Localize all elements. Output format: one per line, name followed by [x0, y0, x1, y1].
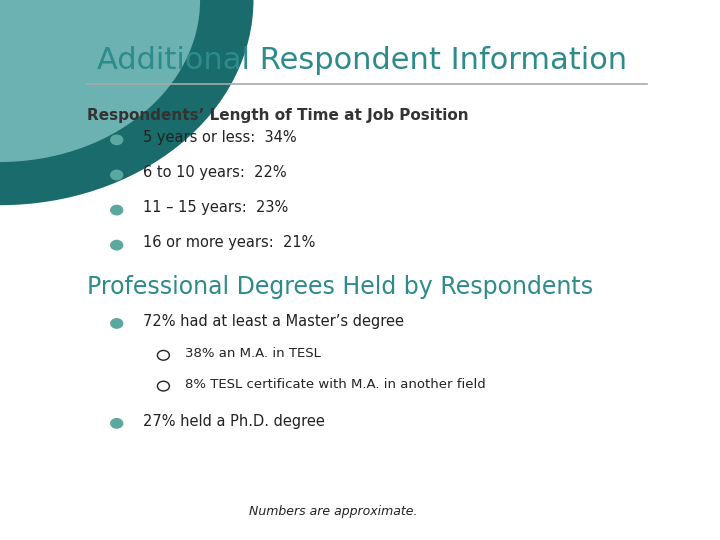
Circle shape: [110, 205, 123, 215]
Circle shape: [158, 350, 169, 360]
Text: 6 to 10 years:  22%: 6 to 10 years: 22%: [143, 165, 287, 180]
Text: Respondents’ Length of Time at Job Position: Respondents’ Length of Time at Job Posit…: [86, 108, 468, 123]
Text: 11 – 15 years:  23%: 11 – 15 years: 23%: [143, 200, 289, 215]
Text: Numbers are approximate.: Numbers are approximate.: [249, 505, 418, 518]
Circle shape: [110, 240, 123, 251]
Text: 8% TESL certificate with M.A. in another field: 8% TESL certificate with M.A. in another…: [186, 378, 486, 391]
Text: 16 or more years:  21%: 16 or more years: 21%: [143, 235, 316, 251]
Text: Additional Respondent Information: Additional Respondent Information: [96, 46, 627, 75]
Circle shape: [110, 418, 123, 429]
Circle shape: [110, 170, 123, 180]
Circle shape: [110, 318, 123, 329]
Circle shape: [110, 134, 123, 145]
Text: 27% held a Ph.D. degree: 27% held a Ph.D. degree: [143, 414, 325, 429]
Text: 5 years or less:  34%: 5 years or less: 34%: [143, 130, 297, 145]
Wedge shape: [0, 0, 200, 162]
Text: 38% an M.A. in TESL: 38% an M.A. in TESL: [186, 347, 321, 360]
Circle shape: [158, 381, 169, 391]
Text: 72% had at least a Master’s degree: 72% had at least a Master’s degree: [143, 314, 405, 329]
Wedge shape: [0, 0, 253, 205]
Text: Professional Degrees Held by Respondents: Professional Degrees Held by Respondents: [86, 275, 593, 299]
